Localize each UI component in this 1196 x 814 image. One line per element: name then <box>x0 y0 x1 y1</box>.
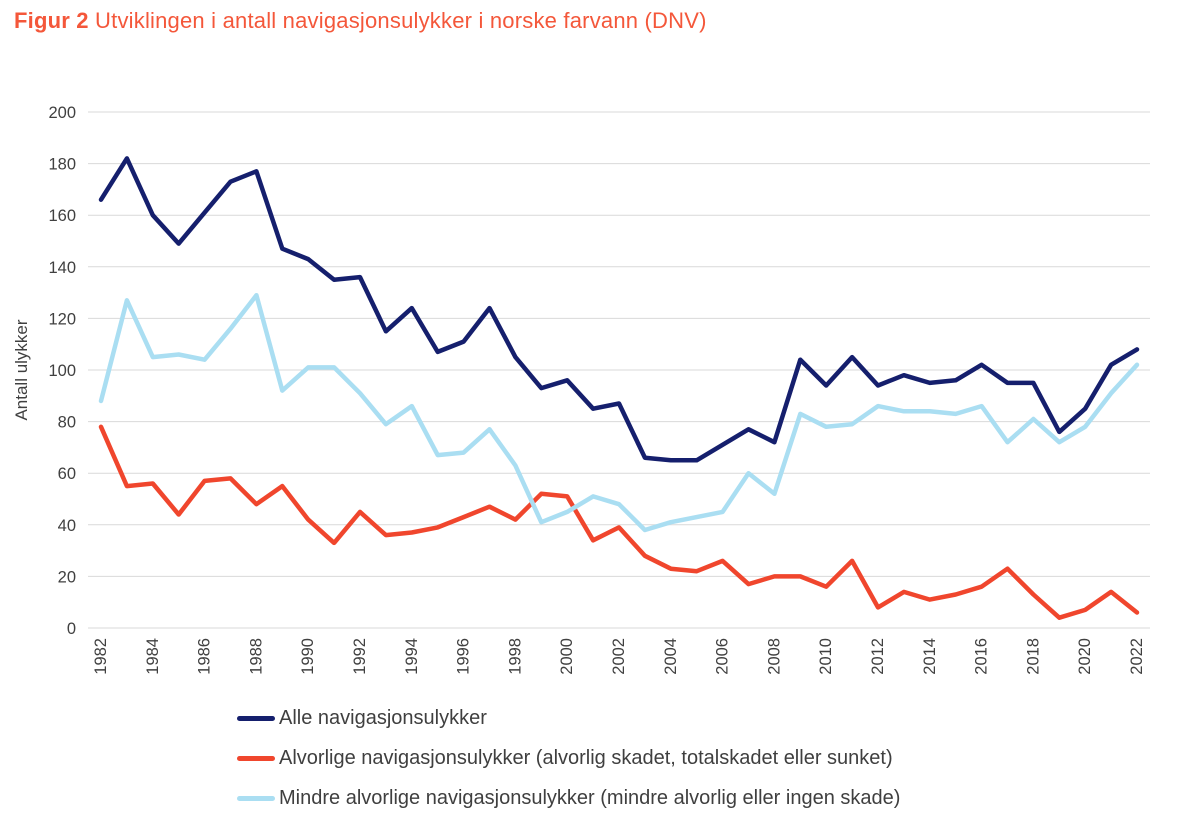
y-tick-label: 120 <box>48 310 76 328</box>
x-tick-label: 2006 <box>714 638 732 675</box>
y-tick-label: 80 <box>58 414 76 432</box>
series-line-mindre <box>98 292 1140 533</box>
y-tick-label: 60 <box>58 465 76 483</box>
x-tick-label: 2022 <box>1128 638 1146 675</box>
x-tick-label: 2004 <box>662 638 680 675</box>
y-tick-label: 0 <box>67 620 76 638</box>
y-tick-label: 200 <box>48 104 76 122</box>
x-tick-label: 2010 <box>817 638 835 675</box>
chart-legend: Alle navigasjonsulykker Alvorlige naviga… <box>237 698 900 814</box>
x-tick-label: 2000 <box>558 638 576 675</box>
x-tick-label: 1994 <box>403 638 421 675</box>
legend-item-mindre: Mindre alvorlige navigasjonsulykker (min… <box>237 778 900 814</box>
x-tick-label: 1998 <box>506 638 524 675</box>
x-tick-label: 1984 <box>144 638 162 675</box>
y-tick-label: 20 <box>58 568 76 586</box>
chart-title-prefix: Figur 2 <box>14 8 89 33</box>
legend-label-alvorlige: Alvorlige navigasjonsulykker (alvorlig s… <box>279 746 893 769</box>
x-tick-label: 1986 <box>196 638 214 675</box>
x-tick-label: 2016 <box>973 638 991 675</box>
legend-swatch-alle <box>237 715 275 721</box>
y-tick-label: 40 <box>58 517 76 535</box>
legend-item-alle: Alle navigasjonsulykker <box>237 698 900 738</box>
x-tick-label: 2008 <box>765 638 783 675</box>
y-tick-label: 100 <box>48 362 76 380</box>
legend-label-mindre: Mindre alvorlige navigasjonsulykker (min… <box>279 786 901 809</box>
x-tick-label: 1996 <box>455 638 473 675</box>
x-tick-label: 2018 <box>1024 638 1042 675</box>
series-line-alvorlige <box>98 424 1140 620</box>
x-tick-label: 2012 <box>869 638 887 675</box>
x-tick-label: 1988 <box>247 638 265 675</box>
y-axis-label: Antall ulykker <box>12 319 31 420</box>
x-tick-label: 2002 <box>610 638 628 675</box>
series-line-alle <box>98 156 1140 463</box>
y-tick-label: 160 <box>48 207 76 225</box>
x-tick-label: 1982 <box>92 638 110 675</box>
x-tick-label: 1992 <box>351 638 369 675</box>
y-tick-label: 180 <box>48 156 76 174</box>
y-tick-label: 140 <box>48 259 76 277</box>
legend-swatch-alvorlige <box>237 755 275 761</box>
legend-label-alle: Alle navigasjonsulykker <box>279 706 487 729</box>
legend-item-alvorlige: Alvorlige navigasjonsulykker (alvorlig s… <box>237 738 900 778</box>
chart-title: Figur 2 Utviklingen i antall navigasjons… <box>14 8 707 34</box>
legend-swatch-mindre <box>237 795 275 801</box>
chart-title-text: Utviklingen i antall navigasjonsulykker … <box>88 8 707 33</box>
x-tick-label: 2020 <box>1076 638 1094 675</box>
x-tick-label: 1990 <box>299 638 317 675</box>
x-tick-label: 2014 <box>921 638 939 675</box>
